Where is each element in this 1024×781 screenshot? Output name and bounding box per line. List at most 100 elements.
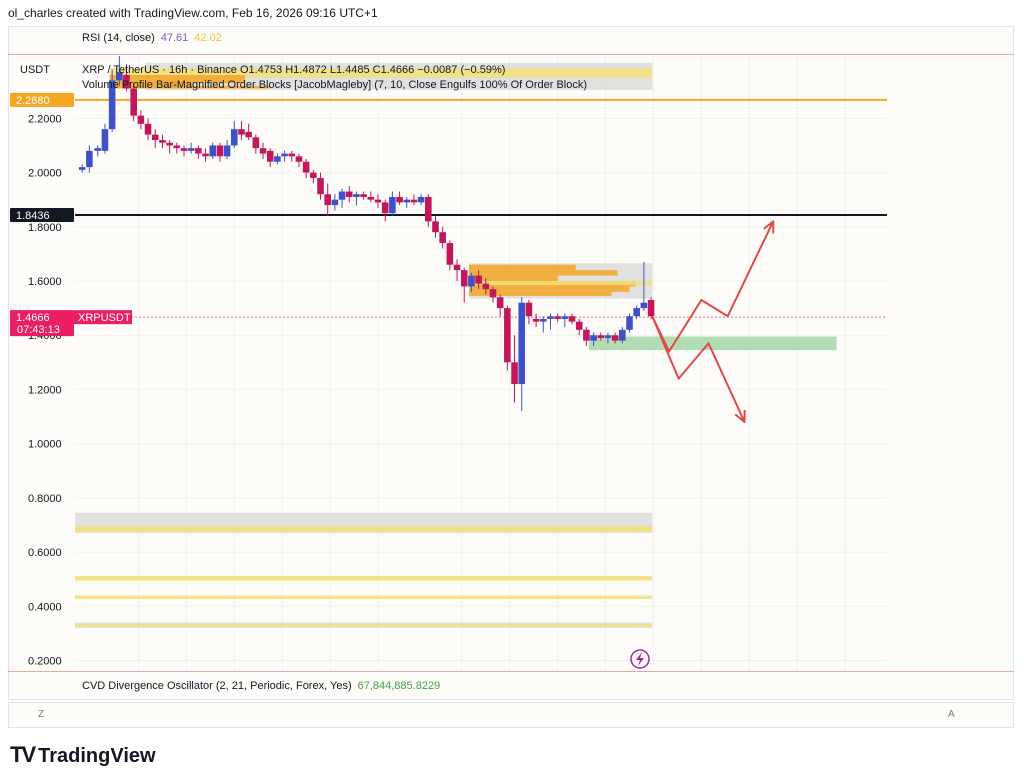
symbol-legend[interactable]: XRP / TetherUS · 16h · Binance O1.4753 H… [82,64,506,76]
candle [619,327,626,344]
candle [245,123,252,141]
projection-arrowhead [763,220,775,234]
rsi-pane-divider[interactable] [8,54,1014,55]
candle [195,145,202,160]
candle-body [532,318,540,322]
candle [281,150,288,162]
candle [173,142,181,154]
candle [353,191,360,206]
candle [489,286,497,303]
candle [223,140,231,160]
currency-label: USDT [20,64,50,76]
candle-body [159,140,166,143]
candle-body [180,148,188,151]
candle-body [389,196,396,214]
candle [252,134,260,154]
candle-body [353,194,360,197]
candle-body [575,321,583,330]
candle [159,134,166,149]
candle [94,145,102,157]
candle [381,199,389,222]
order-block-zone [469,270,618,276]
candle [539,316,547,333]
candle [590,332,597,347]
price-tick-label: 2.2000 [28,113,62,125]
order-block-zone [109,85,271,89]
candle-body [626,316,633,330]
candle [259,142,267,160]
candle [482,278,490,295]
candle [116,56,123,86]
candle [403,196,411,208]
indicator-legend[interactable]: Volume Profile Bar-Magnified Order Block… [82,79,588,91]
time-axis[interactable] [8,702,1014,728]
candle-body [425,196,432,222]
candle-body [238,129,245,135]
candle-body [245,131,252,138]
candle-body [525,302,533,317]
candle [317,172,324,200]
zoom-button[interactable]: Z [38,709,45,720]
order-block-zone [469,286,630,292]
candle-body [216,145,224,157]
cvd-label: CVD Divergence Oscillator (2, 21, Period… [82,680,352,692]
candle [374,194,382,208]
candle [78,164,86,173]
price-tick-label: 0.6000 [28,547,62,559]
order-block-zone [75,575,653,581]
candle [453,259,461,281]
candle [432,215,439,238]
candle [360,191,367,200]
price-badge-text: 1.4666 [16,312,50,324]
order-block-zone [109,74,246,84]
cvd-pane-divider[interactable] [8,671,1014,672]
candle [101,123,109,154]
candle-body [475,275,482,284]
candle [532,313,540,328]
auto-scale-button[interactable]: A [948,709,955,720]
candle [410,194,418,206]
candle-body [123,74,130,89]
candle-body [338,191,346,200]
chart-pane[interactable] [8,26,1014,700]
candle [202,148,209,162]
candle-body [374,199,382,203]
candle-body [360,194,367,197]
price-badge: 1.8436 [10,207,74,222]
price-badge-text: 1.8436 [16,210,50,222]
candle-body [144,123,152,135]
candle-body [561,316,569,319]
cvd-legend[interactable]: CVD Divergence Oscillator (2, 21, Period… [82,680,440,692]
candle-body [496,297,504,309]
candle-body [417,196,425,203]
candle [288,150,296,162]
candle-body [381,202,389,214]
price-badge-bg [10,92,74,107]
candle-body [511,362,518,385]
candle [144,118,152,141]
order-block-zone [109,68,653,78]
candle [554,313,561,322]
price-tick-label: 0.8000 [28,493,62,505]
tradingview-logo: TV TradingView [10,742,156,768]
candle-body [94,148,102,151]
candle [611,332,619,344]
order-block-zone [469,264,576,271]
candle-body [619,329,626,341]
candle-body [86,150,93,168]
candle [209,142,217,160]
candle-body [288,153,296,157]
candle-body [331,199,339,206]
candle-body [101,129,109,151]
candle-body [489,289,497,298]
candle [561,313,569,328]
price-tick-label: 0.4000 [28,601,62,613]
rsi-legend[interactable]: RSI (14, close) 47.61 42.02 [82,32,222,44]
candle-body [130,88,137,116]
candle [230,121,238,149]
candle-body [116,72,123,81]
candle [460,267,468,303]
candle [367,191,375,203]
candle [583,327,590,347]
